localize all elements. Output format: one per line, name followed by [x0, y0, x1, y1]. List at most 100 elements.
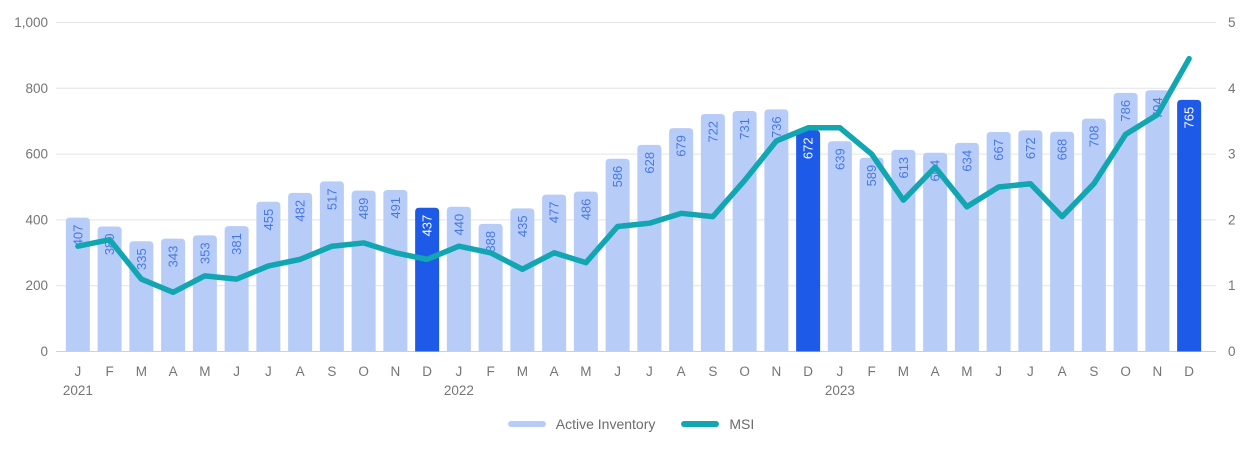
x-axis-month-label: M	[199, 364, 210, 379]
x-axis-month-label: N	[391, 364, 401, 379]
right-axis-tick-label: 2	[1228, 212, 1236, 227]
x-axis-month-label: M	[517, 364, 528, 379]
active-inventory-bar[interactable]	[1177, 99, 1202, 352]
msi-line[interactable]	[75, 55, 1192, 296]
active-inventory-bar[interactable]	[1050, 131, 1075, 352]
x-axis-year-label: 2022	[444, 383, 474, 398]
bar-value-label: 679	[674, 135, 689, 157]
bar-value-label: 639	[832, 148, 847, 170]
x-axis-month-label: J	[837, 364, 844, 379]
x-axis-month-label: S	[1089, 364, 1098, 379]
left-axis-tick-label: 0	[40, 344, 48, 359]
bar-value-label: 667	[991, 139, 1006, 161]
bar-value-label: 489	[356, 198, 371, 220]
x-axis-month-label: A	[931, 364, 940, 379]
active-inventory-bar[interactable]	[1113, 92, 1138, 352]
active-inventory-bar[interactable]	[859, 157, 884, 352]
active-inventory-bar[interactable]	[1018, 130, 1043, 352]
left-axis-tick-label: 800	[25, 81, 48, 96]
active-inventory-bar[interactable]	[97, 226, 122, 352]
x-axis-month-label: M	[898, 364, 909, 379]
active-inventory-bar[interactable]	[319, 181, 344, 352]
x-axis-year-label: 2023	[825, 383, 855, 398]
x-axis-month-label: A	[296, 364, 305, 379]
active-inventory-bar[interactable]	[65, 217, 90, 352]
x-axis-month-label: A	[550, 364, 559, 379]
bar-value-label: 353	[197, 242, 212, 264]
bar-value-label: 440	[451, 214, 466, 236]
x-axis-month-label: J	[75, 364, 82, 379]
active-inventory-bar[interactable]	[796, 130, 821, 352]
bar-value-label: 736	[769, 116, 784, 138]
x-axis-month-label: O	[739, 364, 750, 379]
legend-item-active-inventory[interactable]: Active Inventory	[507, 416, 655, 432]
right-axis-tick-label: 4	[1228, 81, 1236, 96]
x-axis-month-label: D	[422, 364, 432, 379]
bar-value-label: 613	[896, 157, 911, 179]
legend-item-msi[interactable]: MSI	[681, 416, 754, 432]
x-axis-month-label: M	[580, 364, 591, 379]
active-inventory-bar[interactable]	[415, 207, 440, 352]
active-inventory-bar[interactable]	[923, 152, 948, 352]
x-axis-month-label: S	[327, 364, 336, 379]
bar-value-label: 343	[166, 246, 181, 268]
legend: Active Inventory MSI	[0, 416, 1252, 432]
right-axis-tick-label: 3	[1228, 147, 1236, 162]
active-inventory-bar[interactable]	[891, 149, 916, 352]
bar-value-label: 628	[642, 152, 657, 174]
active-inventory-bar[interactable]	[827, 141, 852, 352]
left-axis-tick-label: 200	[25, 278, 48, 293]
active-inventory-bar[interactable]	[732, 111, 757, 352]
active-inventory-bar[interactable]	[510, 208, 535, 352]
active-inventory-bar[interactable]	[764, 109, 789, 352]
active-inventory-bar[interactable]	[1081, 118, 1106, 352]
active-inventory-bar[interactable]	[161, 238, 186, 352]
active-inventory-bar[interactable]	[256, 201, 281, 352]
active-inventory-bar[interactable]	[288, 192, 313, 352]
x-axis-month-label: J	[265, 364, 272, 379]
x-axis-month-label: D	[1184, 364, 1194, 379]
active-inventory-bar[interactable]	[700, 113, 725, 352]
active-inventory-bar[interactable]	[446, 206, 471, 352]
x-axis-month-label: F	[106, 364, 114, 379]
bar-value-label: 517	[324, 188, 339, 210]
active-inventory-bar[interactable]	[351, 190, 376, 352]
x-axis-month-label: O	[358, 364, 369, 379]
active-inventory-swatch-icon	[507, 421, 546, 427]
x-axis-month-label: M	[961, 364, 972, 379]
x-axis-year-label: 2021	[63, 383, 93, 398]
active-inventory-bar[interactable]	[637, 144, 662, 352]
legend-label-msi: MSI	[729, 416, 755, 432]
x-axis-month-label: J	[1027, 364, 1034, 379]
left-axis-tick-label: 1,000	[14, 15, 48, 30]
active-inventory-bar[interactable]	[954, 142, 979, 352]
bar-value-label: 765	[1182, 107, 1197, 129]
active-inventory-bar[interactable]	[573, 191, 598, 352]
bar-value-label: 589	[864, 165, 879, 187]
bar-value-label: 437	[420, 215, 435, 237]
right-axis-tick-label: 1	[1228, 278, 1236, 293]
x-axis-month-label: A	[677, 364, 686, 379]
bar-value-label: 708	[1086, 126, 1101, 148]
bar-value-label: 786	[1118, 100, 1133, 122]
active-inventory-bar[interactable]	[224, 226, 249, 352]
bar-value-label: 335	[134, 248, 149, 270]
active-inventory-bar[interactable]	[1145, 90, 1170, 352]
bar-value-label: 491	[388, 197, 403, 219]
active-inventory-bar[interactable]	[383, 189, 408, 352]
bar-value-label: 586	[610, 166, 625, 188]
active-inventory-bar[interactable]	[542, 194, 567, 352]
left-axis-tick-label: 400	[25, 212, 48, 227]
bar-value-label: 668	[1055, 139, 1070, 161]
active-inventory-bar[interactable]	[605, 158, 630, 352]
left-axis-tick-label: 600	[25, 147, 48, 162]
active-inventory-bar[interactable]	[192, 235, 217, 352]
bar-value-label: 435	[515, 215, 530, 237]
x-axis-month-label: J	[995, 364, 1002, 379]
active-inventory-bar[interactable]	[669, 128, 694, 352]
active-inventory-bar[interactable]	[986, 132, 1011, 352]
x-axis-month-label: A	[169, 364, 178, 379]
msi-swatch-icon	[681, 421, 720, 427]
